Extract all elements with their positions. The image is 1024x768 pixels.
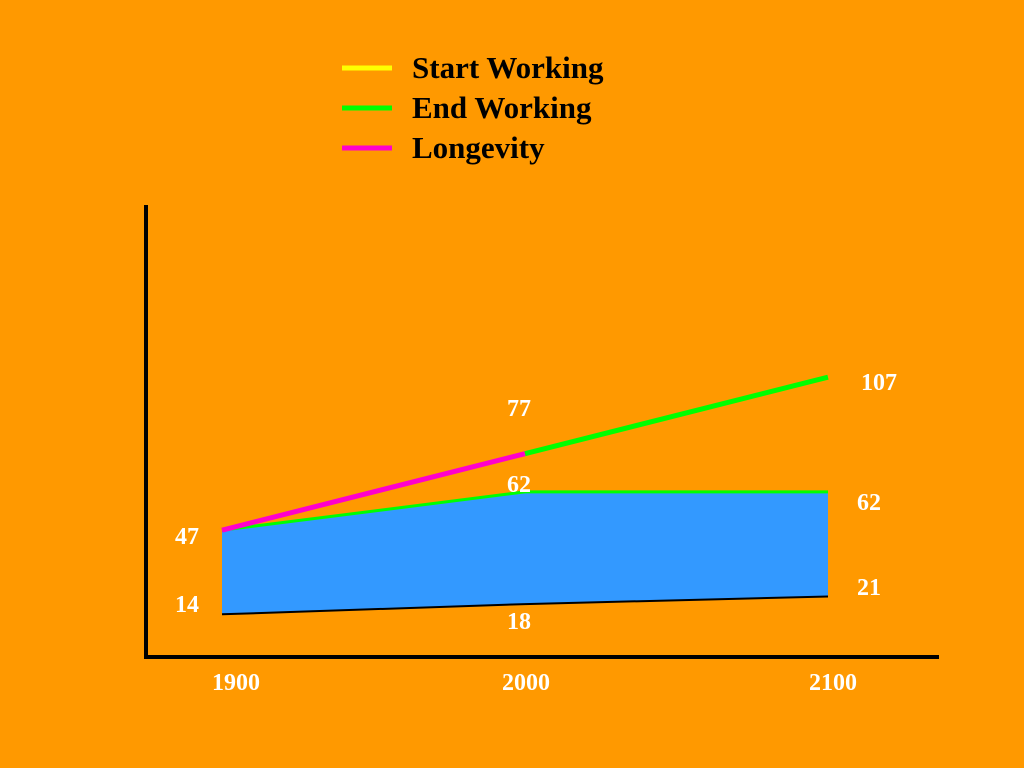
series-line-longevity-1 [524, 374, 829, 457]
series-line-end-working-0 [221, 490, 526, 532]
series-line-longevity-0 [221, 451, 526, 533]
x-tick-label-2000: 2000 [502, 670, 550, 696]
data-label-end-working-2100: 62 [857, 490, 881, 516]
legend: Start Working End Working Longevity [342, 50, 604, 165]
data-label-start-working-2100: 21 [857, 575, 881, 601]
series-line-start-working-0 [221, 603, 526, 616]
x-tick-label-1900: 1900 [212, 670, 260, 696]
data-labels: 14 18 21 47 62 62 77 107 [175, 370, 897, 635]
working-years-area [222, 491, 828, 615]
data-label-longevity-2100: 107 [861, 370, 897, 396]
data-label-end-working-1900: 47 [175, 524, 199, 550]
x-tick-labels: 1900 2000 2100 [212, 670, 857, 696]
x-tick-label-2100: 2100 [809, 670, 857, 696]
series-line-start-working-1 [524, 595, 829, 606]
data-label-end-working-2000: 62 [507, 472, 531, 498]
legend-label-end-working: End Working [412, 90, 592, 125]
legend-label-start-working: Start Working [412, 50, 604, 85]
data-label-start-working-1900: 14 [175, 592, 199, 618]
data-label-longevity-2000: 77 [507, 396, 531, 422]
data-label-start-working-2000: 18 [507, 609, 531, 635]
legend-label-longevity: Longevity [412, 130, 545, 165]
series-lines [221, 374, 829, 616]
